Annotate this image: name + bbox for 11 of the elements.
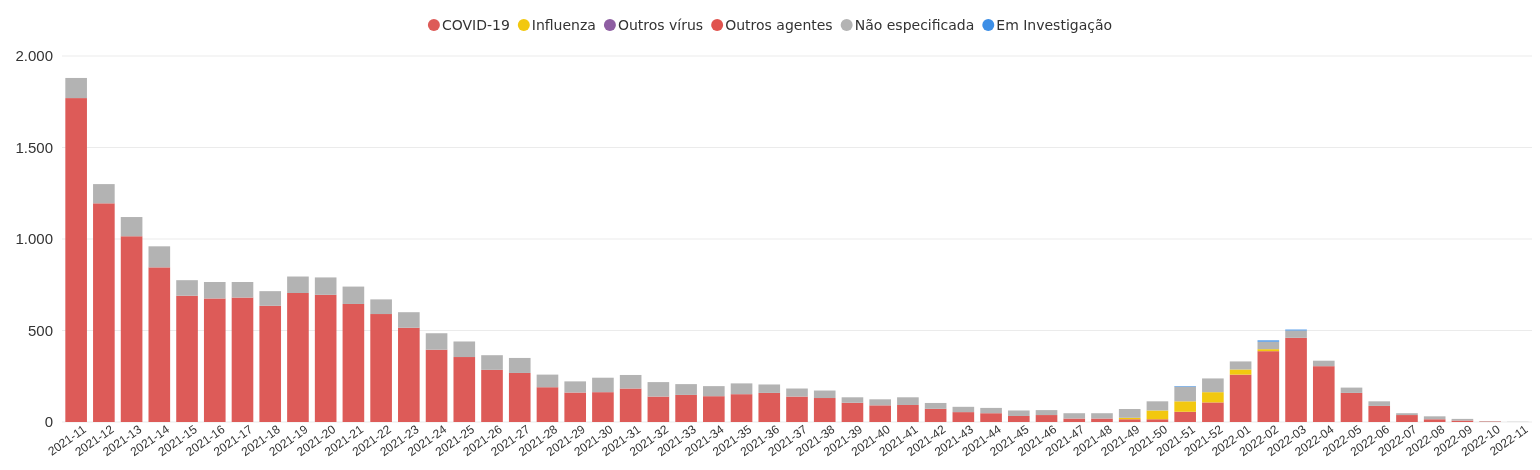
legend-label: COVID-19 — [441, 17, 510, 33]
legend-label: Outros vírus — [617, 17, 704, 33]
y-tick-label: 500 — [27, 321, 53, 339]
y-tick-label: 1.500 — [15, 138, 53, 156]
y-tick-label: 1.000 — [15, 230, 53, 248]
y-tick-label: 0 — [44, 413, 53, 431]
legend-label: Influenza — [531, 17, 596, 33]
y-tick-label: 2.000 — [15, 47, 53, 65]
legend-label: Em Investigação — [996, 17, 1113, 33]
legend-label: Não especificada — [854, 17, 975, 33]
legend-label: Outros agentes — [725, 17, 833, 33]
